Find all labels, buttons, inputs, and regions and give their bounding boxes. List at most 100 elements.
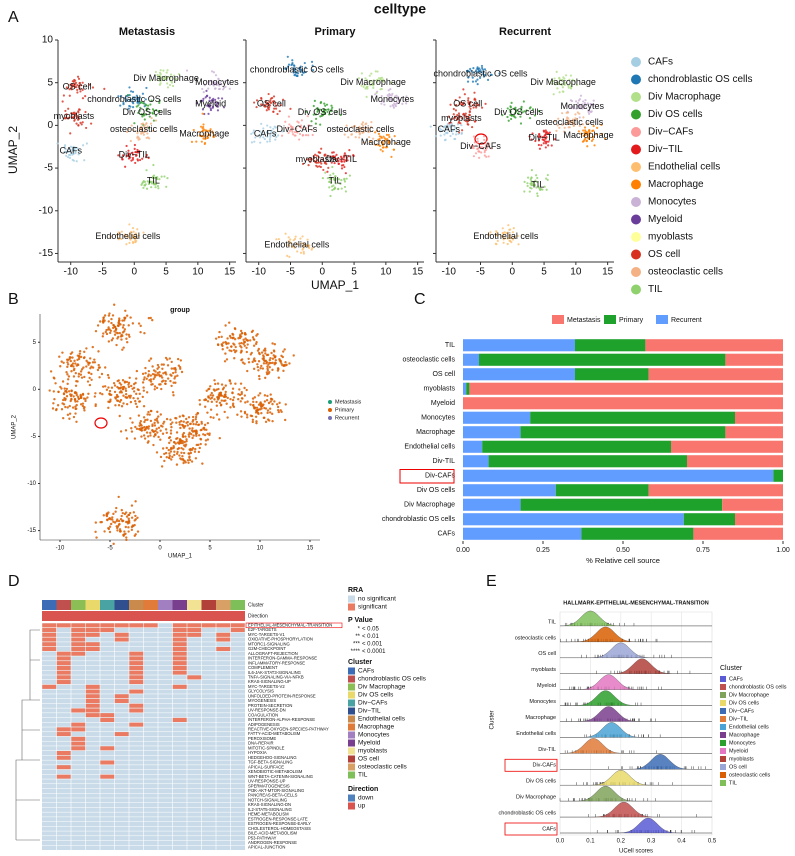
cell-point — [135, 405, 139, 409]
cell-point — [80, 368, 84, 371]
cell-point — [112, 542, 115, 546]
cell-point — [157, 426, 161, 430]
bar-segment — [463, 484, 556, 497]
cell-point — [67, 150, 70, 153]
cell-point — [251, 420, 254, 424]
cell-point — [143, 184, 146, 187]
cluster-annotation — [143, 600, 158, 610]
panel-label: E — [486, 573, 497, 590]
cell-point — [220, 399, 224, 402]
cell-point — [130, 516, 134, 519]
cell-point — [263, 137, 266, 141]
cell-point — [79, 373, 83, 376]
cell-point — [76, 400, 79, 403]
row-label: UV-RESPONSE-DN — [248, 708, 286, 713]
cell-point — [141, 395, 144, 399]
cell-point — [450, 122, 453, 125]
cell-point — [117, 95, 120, 98]
cell-point — [185, 440, 188, 443]
cell-point — [154, 114, 158, 117]
cell-point — [155, 373, 159, 377]
cell-point — [254, 136, 257, 139]
cell-point — [121, 319, 124, 322]
cell-point — [293, 69, 296, 72]
cell-point — [79, 90, 82, 93]
direction-annotation — [172, 611, 187, 621]
bar-segment — [687, 455, 783, 468]
cell-point — [294, 73, 297, 76]
cell-point — [189, 447, 192, 451]
cell-point — [281, 130, 284, 133]
cell-point — [444, 138, 447, 141]
cell-point — [70, 397, 73, 401]
cell-point — [183, 425, 187, 428]
cell-point — [174, 416, 177, 420]
legend-swatch — [656, 315, 668, 324]
cell-point — [68, 94, 71, 97]
cell-point — [136, 132, 139, 135]
cell-point — [243, 340, 247, 344]
cell-point — [443, 133, 446, 136]
significant-cell — [42, 628, 57, 633]
cell-point — [150, 186, 153, 189]
cell-point — [376, 90, 379, 93]
legend-label: chondroblastic OS cells — [648, 74, 753, 85]
cell-point — [384, 138, 387, 141]
cell-point — [506, 242, 509, 246]
cell-point — [592, 99, 595, 102]
cell-point — [530, 176, 533, 179]
cell-point — [103, 530, 106, 533]
cell-point — [372, 86, 375, 89]
cell-point — [102, 514, 105, 517]
bar-segment — [463, 411, 531, 424]
cell-point — [509, 234, 512, 237]
cell-point — [144, 156, 148, 159]
cell-point — [156, 410, 159, 414]
cell-point — [479, 69, 482, 72]
cell-point — [272, 127, 275, 130]
cell-point — [101, 385, 105, 388]
bar-segment — [463, 382, 467, 395]
bar-segment — [463, 440, 483, 453]
cell-point — [217, 97, 220, 100]
cell-point — [468, 113, 471, 116]
cell-point — [449, 126, 452, 129]
cell-point — [155, 451, 159, 454]
cell-point — [282, 350, 285, 353]
cell-point — [551, 80, 554, 83]
cell-point — [238, 393, 242, 397]
cell-point — [65, 395, 69, 398]
cell-point — [257, 369, 260, 372]
cell-point — [561, 112, 564, 115]
cell-point — [68, 417, 71, 420]
cell-point — [559, 78, 562, 81]
cell-point — [166, 364, 170, 367]
cell-point — [572, 105, 575, 108]
cell-point — [56, 404, 60, 407]
cell-point — [118, 522, 121, 526]
cell-point — [543, 185, 546, 188]
cell-point — [129, 105, 132, 108]
cell-point — [377, 77, 381, 80]
legend-label: OS cell — [729, 764, 747, 770]
row-label: ESTROGEN-RESPONSE-EARLY — [248, 821, 311, 826]
cell-point — [382, 78, 385, 81]
cell-point — [352, 154, 355, 158]
cell-point — [77, 124, 80, 127]
significant-cell — [85, 689, 100, 694]
significant-cell — [71, 746, 86, 751]
cell-point — [173, 450, 176, 453]
significant-cell — [85, 713, 100, 718]
legend-stars: ** — [355, 634, 360, 640]
cell-point — [68, 88, 71, 91]
x-tick-label: -10 — [441, 267, 456, 278]
cell-point — [278, 110, 281, 113]
cell-point — [146, 132, 149, 135]
cell-point — [83, 159, 86, 162]
cluster-label: osteoclastic cells — [536, 117, 604, 127]
cell-point — [333, 175, 337, 178]
cell-point — [115, 525, 118, 528]
cell-point — [117, 495, 120, 499]
cell-point — [135, 154, 138, 157]
cell-point — [105, 514, 109, 518]
